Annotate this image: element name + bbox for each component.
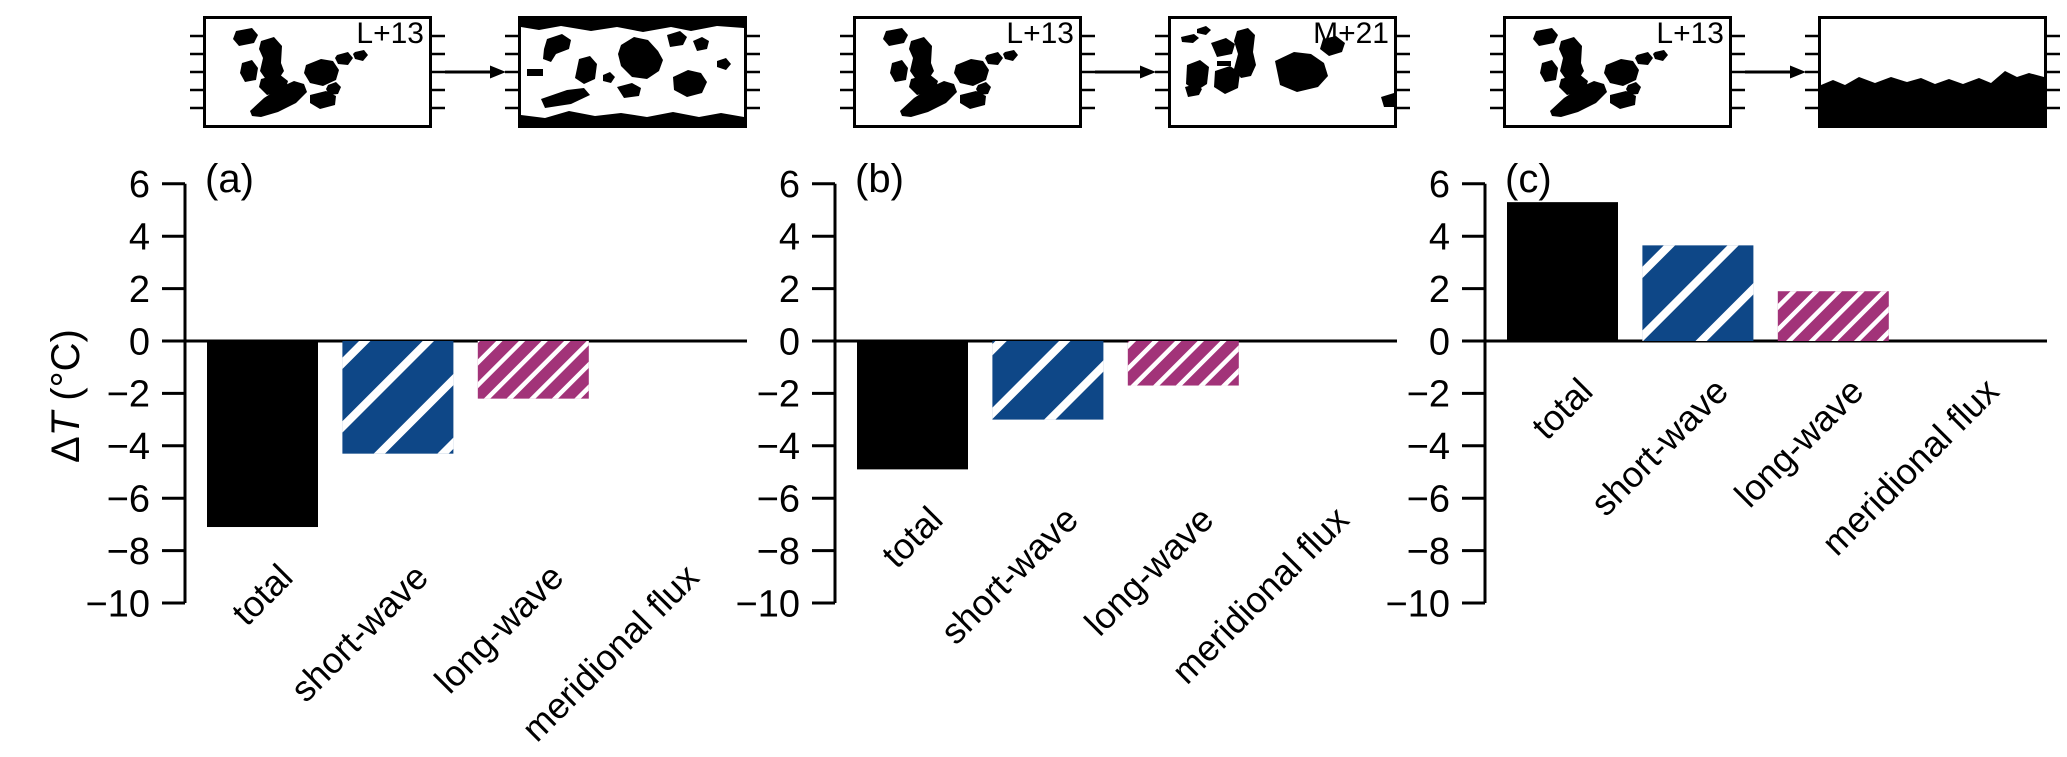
y-tick-label: −10 xyxy=(736,583,800,625)
chart-panel-c: 6 4 2 0 −2 −4 −6 −8 −10 (c) totalshort-wavelong-wa… xyxy=(1386,157,2047,625)
category-label-long-wave-c: long-wave xyxy=(1726,370,1871,515)
panel-label-b: (b) xyxy=(855,157,904,201)
panel-label-c: (c) xyxy=(1505,157,1552,201)
y-tick-label: −2 xyxy=(757,374,800,416)
bar-hatch-long-wave-b xyxy=(1127,341,1239,386)
transition-arrow-panel-b xyxy=(1095,65,1156,79)
map-after-panel-c xyxy=(1805,16,2060,128)
map-before-panel-c: L+13 xyxy=(1490,16,1745,128)
map-label: L+13 xyxy=(356,17,424,50)
category-label-total-c: total xyxy=(1523,370,1600,447)
y-tick-label: 2 xyxy=(129,269,150,311)
latitude-ticks xyxy=(505,34,760,110)
category-label-short-wave-b: short-wave xyxy=(932,498,1085,651)
bar-hatch-long-wave-a xyxy=(477,341,589,399)
y-tick-label: −8 xyxy=(107,531,150,573)
latitude-ticks xyxy=(1805,34,2060,110)
latitude-ticks xyxy=(1490,34,1745,110)
y-tick-label: 4 xyxy=(129,217,150,259)
panel-label-a: (a) xyxy=(205,157,254,201)
y-tick-label: −2 xyxy=(1407,374,1450,416)
y-tick-label: −2 xyxy=(107,374,150,416)
y-tick-label: −8 xyxy=(757,531,800,573)
y-tick-label: 0 xyxy=(1429,321,1450,363)
map-label: L+13 xyxy=(1656,17,1724,50)
y-tick-label: −8 xyxy=(1407,531,1450,573)
map-label: M+21 xyxy=(1313,17,1389,50)
category-label-long-wave-b: long-wave xyxy=(1076,498,1221,643)
category-label-long-wave-a: long-wave xyxy=(426,556,571,701)
latitude-ticks xyxy=(840,34,1095,110)
bar-hatch-short-wave-c xyxy=(1642,245,1754,341)
transition-arrow-panel-a xyxy=(445,65,506,79)
latitude-ticks xyxy=(190,34,445,110)
map-after-panel-a xyxy=(505,16,760,128)
y-tick-label: −6 xyxy=(1407,479,1450,521)
bar-total-a xyxy=(207,341,318,528)
y-tick-label: −4 xyxy=(757,426,800,468)
chart-panel-a: 6 4 2 0 −2 −4 −6 −8 −10 (a) totalshort-wavelong-wa… xyxy=(86,157,747,749)
y-tick-label: 2 xyxy=(1429,269,1450,311)
bar-hatch-short-wave-b xyxy=(992,341,1104,420)
transition-arrow-panel-c xyxy=(1745,65,1806,79)
category-label-total-a: total xyxy=(223,556,300,633)
y-tick-label: −4 xyxy=(1407,426,1450,468)
y-tick-label: −10 xyxy=(86,583,150,625)
category-label-short-wave-c: short-wave xyxy=(1582,370,1735,523)
category-label-total-b: total xyxy=(873,498,950,575)
y-tick-label: 4 xyxy=(779,217,800,259)
map-before-panel-b: L+13 xyxy=(840,16,1095,128)
y-tick-label: 6 xyxy=(1429,164,1450,206)
y-tick-label: 6 xyxy=(779,164,800,206)
y-tick-label: 4 xyxy=(1429,217,1450,259)
y-tick-label: −10 xyxy=(1386,583,1450,625)
map-after-panel-b: M+21 xyxy=(1155,16,1410,128)
latitude-ticks xyxy=(1155,34,1410,110)
chart-panel-b: 6 4 2 0 −2 −4 −6 −8 −10 (b) totalshort-wavelong-wa… xyxy=(736,157,1397,691)
y-tick-label: −6 xyxy=(757,479,800,521)
map-label: L+13 xyxy=(1006,17,1074,50)
map-before-panel-a: L+13 xyxy=(190,16,445,128)
y-tick-label: 2 xyxy=(779,269,800,311)
y-tick-label: 6 xyxy=(129,164,150,206)
bar-total-b xyxy=(857,341,968,470)
y-tick-label: −4 xyxy=(107,426,150,468)
category-label-short-wave-a: short-wave xyxy=(282,556,435,709)
bar-hatch-long-wave-c xyxy=(1777,291,1889,341)
y-tick-label: 0 xyxy=(779,321,800,363)
y-tick-label: 0 xyxy=(129,321,150,363)
bar-total-c xyxy=(1507,202,1618,341)
bar-hatch-short-wave-a xyxy=(342,341,454,454)
y-tick-label: −6 xyxy=(107,479,150,521)
